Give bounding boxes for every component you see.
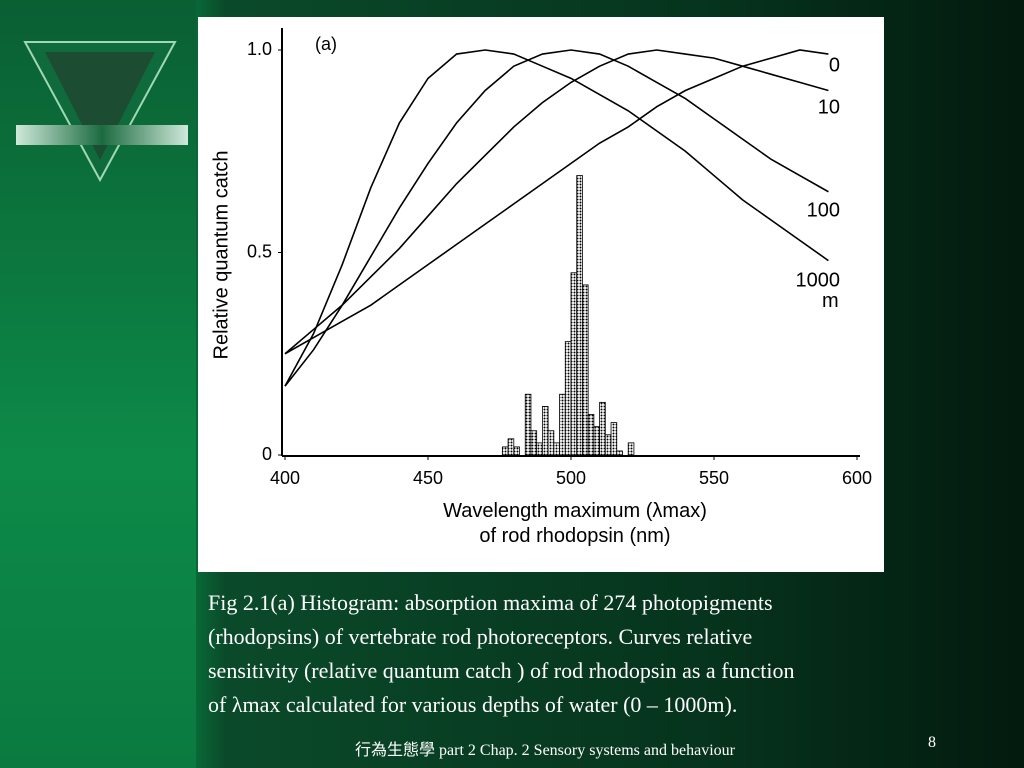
chart-background xyxy=(198,17,884,572)
x-tick-label: 500 xyxy=(556,468,586,488)
y-tick-label: 1.0 xyxy=(247,39,272,59)
histogram-bar xyxy=(507,438,515,456)
histogram-bar xyxy=(553,442,560,456)
page-number: 8 xyxy=(928,734,936,751)
histogram-bar xyxy=(599,401,606,456)
curve xyxy=(284,49,829,387)
histogram-bar xyxy=(524,393,532,456)
y-tick-label: 0 xyxy=(262,444,272,464)
caption-line: sensitivity (relative quantum catch ) of… xyxy=(208,658,795,683)
y-tick-label: 0.5 xyxy=(247,241,272,261)
footer: 行為生態學 part 2 Chap. 2 Sensory systems and… xyxy=(355,742,735,759)
histogram-bar xyxy=(536,442,543,456)
histogram-bar xyxy=(570,272,578,456)
curve-label: 0 xyxy=(829,54,840,76)
x-tick-label: 450 xyxy=(413,468,443,488)
unit-label: m xyxy=(822,290,839,312)
histogram-bar xyxy=(501,446,509,456)
histogram-bar xyxy=(542,405,549,456)
curve-label: 10 xyxy=(818,96,840,118)
logo-bar xyxy=(16,125,188,145)
histogram-bar xyxy=(576,175,583,456)
curve xyxy=(284,49,829,355)
logo xyxy=(16,41,188,183)
logo-inner xyxy=(45,52,155,160)
caption-line: Fig 2.1(a) Histogram: absorption maxima … xyxy=(208,590,773,615)
histogram-bar xyxy=(616,450,623,456)
x-tick-label: 400 xyxy=(270,468,300,488)
y-axis-label: Relative quantum catch xyxy=(210,150,232,359)
histogram-bar xyxy=(513,446,520,456)
x-axis-label: of rod rhodopsin (nm) xyxy=(479,525,670,547)
caption-line: of λmax calculated for various depths of… xyxy=(208,692,738,717)
curve xyxy=(284,49,829,355)
histogram-bar xyxy=(559,393,566,456)
caption: Fig 2.1(a) Histogram: absorption maxima … xyxy=(208,586,998,722)
histogram-bar xyxy=(582,284,589,456)
histogram-bar xyxy=(593,426,601,456)
histogram-bar xyxy=(604,434,612,456)
annotation: (a) xyxy=(315,34,337,54)
histogram-bar xyxy=(610,422,618,456)
histogram-bar xyxy=(564,341,572,456)
histogram-bar xyxy=(547,430,555,456)
x-tick-label: 550 xyxy=(699,468,729,488)
histogram-bar xyxy=(627,442,635,456)
caption-line: (rhodopsins) of vertebrate rod photorece… xyxy=(208,624,753,649)
histogram-bar xyxy=(530,430,538,456)
curve xyxy=(284,49,829,387)
curve-label: 1000 xyxy=(796,269,841,291)
x-tick-label: 600 xyxy=(842,468,872,488)
histogram-bar xyxy=(587,414,595,456)
curve-label: 100 xyxy=(807,199,840,221)
x-axis-label: Wavelength maximum (λmax) xyxy=(443,500,707,522)
